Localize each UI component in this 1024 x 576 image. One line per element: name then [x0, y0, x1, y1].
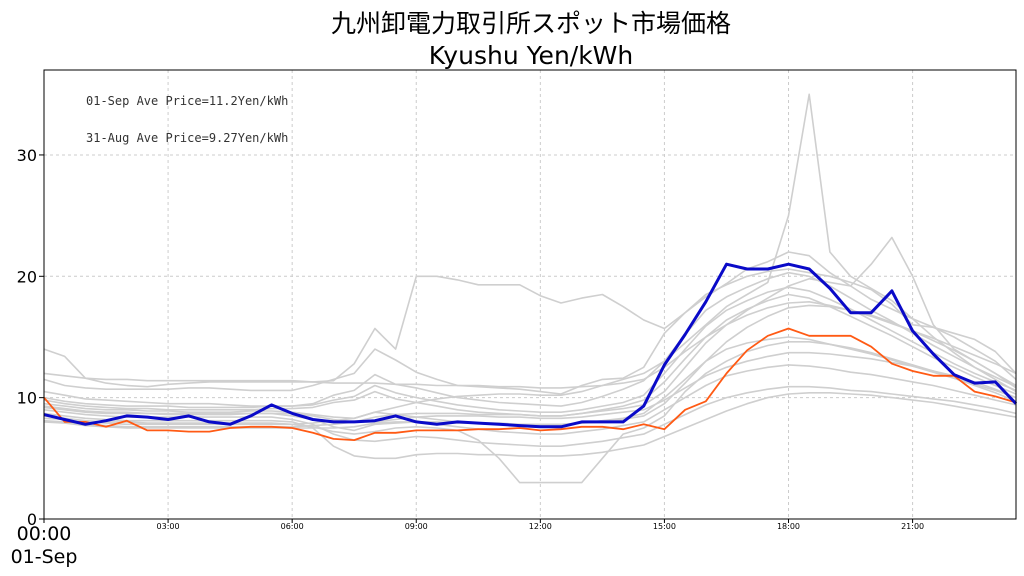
x-tick-label: 18:00	[777, 522, 800, 531]
y-tick-label: 10	[17, 389, 37, 408]
x-tick-label: 21:00	[901, 522, 924, 531]
series-line-01-sep	[43, 262, 1018, 429]
annotation-yesterday-average: 31-Aug Ave Price=9.27Yen/kWh	[86, 131, 288, 145]
background-series-line-11	[43, 93, 1017, 426]
background-series-line-8	[43, 385, 1017, 448]
y-tick-label: 20	[17, 267, 37, 286]
chart-title: 九州卸電力取引所スポット市場価格	[331, 9, 731, 38]
y-tick-label: 30	[17, 146, 37, 165]
y-tick-label: 0	[27, 510, 37, 529]
x-tick-date-label: 01-Sep	[11, 546, 78, 568]
background-series-line-4	[43, 286, 1017, 414]
background-series-line-10	[43, 340, 1017, 484]
background-series-line-7	[43, 364, 1017, 435]
background-series-line-12	[43, 236, 1017, 428]
x-tick-label: 12:00	[529, 522, 552, 531]
background-series-line-15	[43, 351, 1017, 423]
background-series-line-1	[43, 268, 1017, 388]
x-tick-label: 09:00	[405, 522, 428, 531]
series-line-31-aug	[43, 327, 1017, 442]
x-tick-label: 15:00	[653, 522, 676, 531]
x-tick-label: 00:00	[17, 523, 72, 545]
y-axis: 0 10 20 30	[17, 146, 44, 529]
x-tick-label: 03:00	[157, 522, 180, 531]
x-tick-label: 06:00	[281, 522, 304, 531]
annotation-today-average: 01-Sep Ave Price=11.2Yen/kWh	[86, 94, 288, 108]
plot-frame	[43, 69, 1017, 520]
background-series-line-3	[43, 271, 1017, 407]
main-series-group	[43, 262, 1018, 442]
chart-subtitle: Kyushu Yen/kWh	[429, 41, 634, 70]
background-series-group	[43, 93, 1017, 484]
background-series-line-2	[43, 251, 1017, 395]
